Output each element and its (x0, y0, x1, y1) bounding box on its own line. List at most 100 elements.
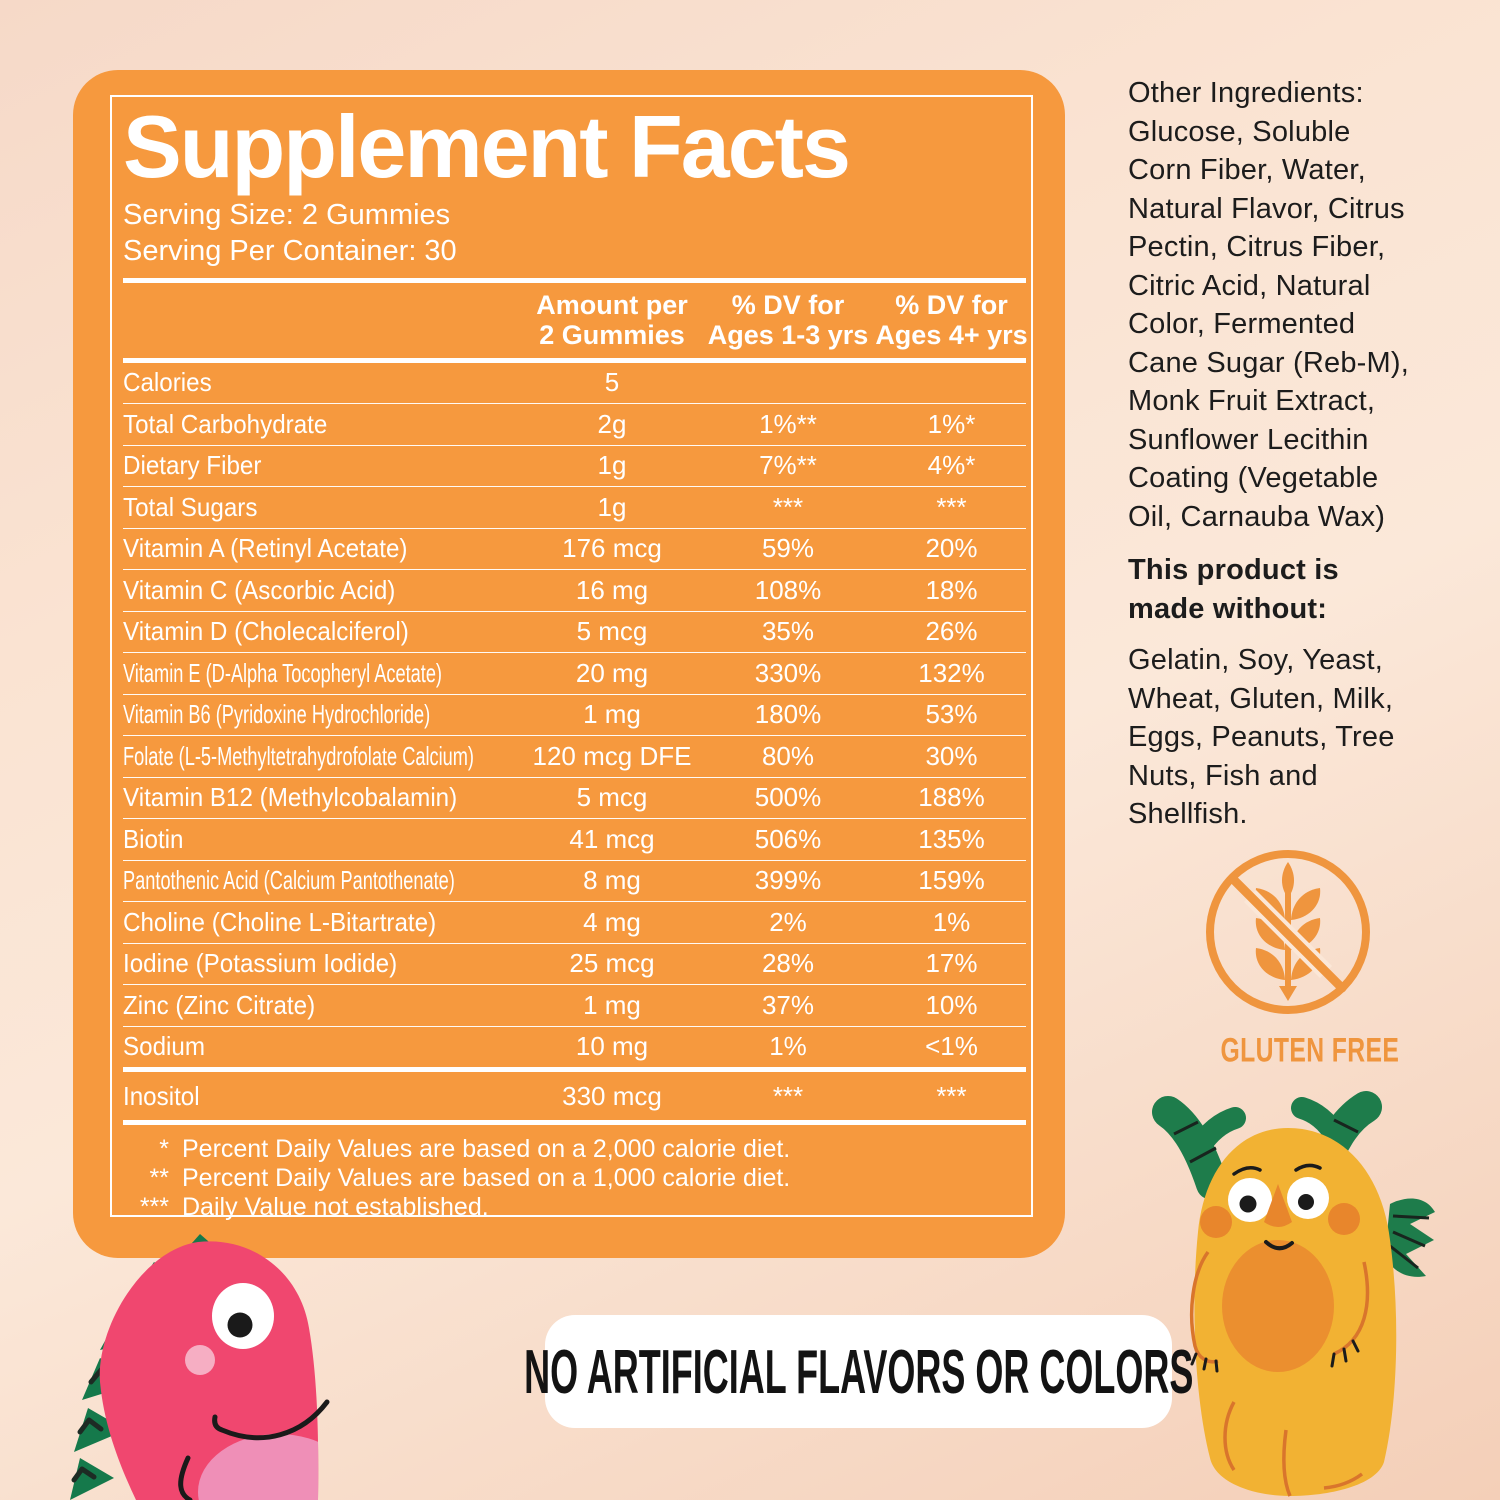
table-row: Calories 5 (123, 363, 1026, 405)
dv-1-3-value: 1%** (759, 408, 817, 439)
dv-1-3-value: 2% (769, 906, 807, 937)
footnote-text: Percent Daily Values are based on a 1,00… (182, 1164, 791, 1193)
page-title: Supplement Facts (123, 97, 851, 196)
nutrient-label: Total Sugars (123, 491, 258, 522)
table-row: Vitamin B6 (Pyridoxine Hydrochloride) 1 … (123, 695, 1026, 737)
footnote-marker: ** (149, 1164, 169, 1193)
made-without-heading: This product is made without: (1128, 554, 1339, 625)
dv-4plus-value: 10% (925, 989, 978, 1020)
amount-value: 1 mg (583, 989, 641, 1020)
dv-1-3-value: 180% (754, 699, 822, 730)
nutrient-label: Dietary Fiber (123, 450, 262, 481)
dv-1-3-value: 108% (754, 574, 822, 605)
table-row: Vitamin A (Retinyl Acetate) 176 mcg 59% … (123, 529, 1026, 571)
nutrient-label: Vitamin A (Retinyl Acetate) (123, 533, 408, 564)
table-row: Pantothenic Acid (Calcium Pantothenate) … (123, 861, 1026, 903)
dv-1-3-value: 28% (761, 948, 815, 979)
dv-4plus-value: 30% (925, 740, 978, 771)
column-header-dv-4plus: % DV for Ages 4+ yrs (875, 289, 1028, 350)
divider-thick (123, 1120, 1026, 1126)
amount-value: 16 mg (575, 574, 649, 605)
dv-4plus-value: 53% (925, 699, 978, 730)
amount-value: 20 mg (575, 657, 649, 688)
table-row: Total Sugars 1g *** *** (123, 487, 1026, 529)
table-row: Total Carbohydrate 2g 1%** 1%* (123, 404, 1026, 446)
footnote-text: Percent Daily Values are based on a 2,00… (182, 1135, 791, 1164)
dv-4plus-value: 18% (925, 574, 978, 605)
footnote-line: * Percent Daily Values are based on a 2,… (123, 1135, 1026, 1164)
supplement-facts-inner-box: Supplement Facts Serving Size: 2 Gummies… (110, 95, 1033, 1221)
table-row: Vitamin E (D-Alpha Tocopheryl Acetate) 2… (123, 653, 1026, 695)
table-row: Sodium 10 mg 1% <1% (123, 1027, 1026, 1068)
amount-value: 5 mcg (576, 782, 648, 813)
nutrient-label: Vitamin C (Ascorbic Acid) (123, 574, 396, 605)
amount-value: 10 mg (575, 1031, 649, 1062)
table-row: Iodine (Potassium Iodide) 25 mcg 28% 17% (123, 944, 1026, 986)
footnote-line: ** Percent Daily Values are based on a 1… (123, 1164, 1026, 1193)
table-header-row: Amount per 2 Gummies % DV for Ages 1-3 y… (123, 283, 1027, 358)
nutrient-label: Total Carbohydrate (123, 408, 328, 439)
amount-value: 1 mg (583, 699, 641, 730)
dv-4plus-value: 1%* (927, 408, 976, 439)
dv-1-3-value: 80% (761, 740, 815, 771)
amount-value: 4 mg (583, 906, 641, 937)
table-row: Biotin 41 mcg 506% 135% (123, 819, 1026, 861)
dv-4plus-value: 132% (918, 657, 985, 688)
dv-4plus-value: <1% (925, 1031, 978, 1062)
footnote-text: Daily Value not established. (182, 1193, 489, 1222)
table-row: Folate (L-5-Methyltetrahydrofolate Calci… (123, 736, 1026, 778)
banner-text: NO ARTIFICIAL FLAVORS OR COLORS (523, 1336, 1194, 1407)
dv-4plus-value: 135% (918, 823, 985, 854)
dv-4plus-value: *** (936, 491, 967, 522)
nutrient-label: Vitamin E (D-Alpha Tocopheryl Acetate) (123, 657, 443, 688)
dv-4plus-value: 26% (925, 616, 978, 647)
gluten-free-label: GLUTEN FREE (1220, 1030, 1400, 1069)
nutrient-label: Zinc (Zinc Citrate) (123, 989, 316, 1020)
dv-1-3-value: 330% (754, 657, 822, 688)
dv-1-3-value: 1% (769, 1031, 807, 1062)
amount-value: 41 mcg (569, 823, 655, 854)
other-ingredients-text: Other Ingredients: Glucose, Soluble Corn… (1128, 77, 1410, 533)
dv-1-3-value: 399% (754, 865, 822, 896)
divider-thick (123, 277, 1026, 283)
gluten-free-badge: GLUTEN FREE (1198, 842, 1400, 1069)
nutrient-table: Calories 5 Total Carbohydrate 2g 1%** 1%… (123, 363, 1026, 1068)
nutrient-label: Calories (123, 367, 212, 398)
dv-4plus-value: *** (936, 1080, 967, 1111)
nutrient-label: Choline (Choline L-Bitartrate) (123, 906, 437, 937)
nutrient-label: Vitamin B6 (Pyridoxine Hydrochloride) (123, 699, 431, 730)
sidebar: Other Ingredients: Glucose, Soluble Corn… (1128, 74, 1484, 834)
nutrient-label: Inositol (123, 1080, 200, 1111)
pink-dinosaur-monster (70, 1234, 330, 1500)
wheat-crossed-icon (1206, 850, 1370, 1014)
dv-4plus-value: 159% (918, 865, 985, 896)
no-artificial-banner: NO ARTIFICIAL FLAVORS OR COLORS (524, 1315, 1193, 1428)
nutrient-label: Folate (L-5-Methyltetrahydrofolate Calci… (123, 740, 474, 771)
dv-4plus-value: 20% (925, 533, 978, 564)
dv-1-3-value: 7%** (759, 450, 817, 481)
nutrient-label: Biotin (123, 823, 184, 854)
column-header-amount: Amount per 2 Gummies (536, 289, 688, 350)
dv-1-3-value: 59% (761, 533, 815, 564)
amount-value: 330 mcg (562, 1080, 662, 1111)
dv-4plus-value: 1% (932, 906, 971, 937)
made-without-text: Gelatin, Soy, Yeast, Wheat, Gluten, Milk… (1128, 644, 1395, 830)
table-row: Vitamin C (Ascorbic Acid) 16 mg 108% 18% (123, 570, 1026, 612)
footnote-marker: * (159, 1135, 169, 1164)
column-header-dv-1-3: % DV for Ages 1-3 yrs (707, 289, 869, 350)
amount-value: 1g (597, 450, 627, 481)
dv-4plus-value: 188% (918, 782, 985, 813)
amount-value: 120 mcg DFE (532, 740, 692, 771)
amount-value: 1g (597, 491, 627, 522)
dv-4plus-value: 17% (925, 948, 978, 979)
table-row: Zinc (Zinc Citrate) 1 mg 37% 10% (123, 985, 1026, 1027)
table-row-inositol: Inositol 330 mcg *** *** (123, 1072, 1026, 1120)
amount-value: 5 (604, 367, 620, 398)
dv-1-3-value: *** (772, 491, 804, 522)
amount-value: 176 mcg (562, 533, 662, 564)
dv-1-3-value: 35% (761, 616, 815, 647)
yellow-horned-monster (1152, 1091, 1435, 1497)
servings-per-container-text: Serving Per Container: 30 (123, 234, 457, 267)
footnotes: * Percent Daily Values are based on a 2,… (123, 1135, 1026, 1222)
